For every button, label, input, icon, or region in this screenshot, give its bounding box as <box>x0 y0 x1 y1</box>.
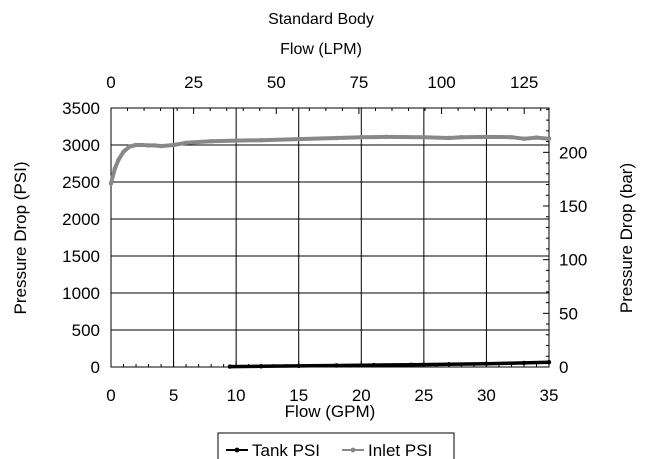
data-point-tank-psi <box>484 361 489 366</box>
data-point-tank-psi <box>521 360 527 366</box>
y-tick-label: 0 <box>91 358 100 377</box>
legend-marker-tank-psi <box>234 447 240 453</box>
data-point-inlet-psi <box>484 134 489 140</box>
x2-tick-label: 25 <box>184 73 203 92</box>
data-point-inlet-psi <box>233 138 239 143</box>
x-axis-label: Flow (GPM) <box>285 402 376 421</box>
x-tick-label: 35 <box>540 386 559 405</box>
data-point-tank-psi <box>227 364 233 369</box>
series-layer <box>108 134 552 369</box>
x-tick-label: 20 <box>352 386 371 405</box>
data-point-inlet-psi <box>108 181 114 186</box>
data-point-inlet-psi <box>446 135 452 141</box>
y-tick-label: 3000 <box>62 136 100 155</box>
data-point-tank-psi <box>296 363 301 369</box>
y-tick-label: 500 <box>72 321 100 340</box>
data-point-inlet-psi <box>127 144 132 149</box>
data-point-inlet-psi <box>140 142 145 148</box>
data-point-inlet-psi <box>208 139 214 144</box>
data-point-inlet-psi <box>296 136 301 142</box>
data-point-tank-psi <box>334 363 339 368</box>
x-tick-label: 30 <box>477 386 496 405</box>
y-tick-label: 1000 <box>62 284 100 303</box>
data-point-inlet-psi <box>183 140 189 145</box>
data-point-tank-psi <box>546 360 552 365</box>
tick-marks <box>110 107 550 368</box>
tick-labels: 0 5 10 15 20 25 30 350 25 50 75 100 1250500100015002… <box>62 73 587 405</box>
plot-area-frame <box>110 107 550 368</box>
data-point-tank-psi <box>446 362 452 367</box>
legend-label-tank-psi: Tank PSI <box>252 441 320 459</box>
data-point-inlet-psi <box>259 138 264 143</box>
y2-tick-label: 50 <box>559 304 578 323</box>
data-point-inlet-psi <box>509 135 514 140</box>
data-point-inlet-psi <box>384 134 389 140</box>
data-point-inlet-psi <box>459 135 464 140</box>
x-tick-label: 10 <box>227 386 246 405</box>
series-line-inlet-psi <box>109 134 551 186</box>
legend-label-inlet-psi: Inlet PSI <box>368 441 432 459</box>
data-point-inlet-psi <box>121 149 126 154</box>
data-point-tank-psi <box>371 362 376 368</box>
data-point-inlet-psi <box>146 143 151 148</box>
x2-tick-label: 125 <box>510 73 538 92</box>
legend: Tank PSI Inlet PSI <box>217 432 455 459</box>
x-tick-label: 15 <box>289 386 308 405</box>
data-point-inlet-psi <box>152 143 157 148</box>
data-point-inlet-psi <box>534 135 539 140</box>
legend-box <box>217 432 455 459</box>
data-point-inlet-psi <box>521 136 527 141</box>
y-tick-label: 3500 <box>62 99 100 118</box>
data-point-inlet-psi <box>158 143 164 149</box>
data-point-inlet-psi <box>171 142 176 148</box>
y2-tick-label: 200 <box>559 143 587 162</box>
x2-tick-label: 100 <box>427 73 455 92</box>
x2-tick-label: 0 <box>106 73 115 92</box>
legend-marker-inlet-psi <box>350 447 356 453</box>
data-point-inlet-psi <box>334 135 339 141</box>
series-line-tank-psi <box>228 360 551 369</box>
y2-tick-label: 150 <box>559 197 587 216</box>
x2-tick-label: 50 <box>267 73 286 92</box>
x-tick-label: 0 <box>106 386 115 405</box>
x2-tick-label: 75 <box>349 73 368 92</box>
y2-tick-label: 100 <box>559 251 587 270</box>
y2-tick-label: 0 <box>559 358 568 377</box>
data-point-inlet-psi <box>112 166 118 171</box>
data-point-tank-psi <box>409 362 414 367</box>
x-tick-label: 5 <box>169 386 178 405</box>
data-point-inlet-psi <box>546 136 552 141</box>
data-point-inlet-psi <box>133 142 139 148</box>
data-point-tank-psi <box>259 364 264 369</box>
data-point-inlet-psi <box>116 157 121 162</box>
top-x-axis-label: Flow (LPM) <box>280 41 362 58</box>
x-tick-label: 25 <box>414 386 433 405</box>
grid-lines <box>111 108 549 367</box>
right-y-axis-label: Pressure Drop (bar) <box>617 163 636 313</box>
data-point-inlet-psi <box>359 135 364 140</box>
y-axis-label: Pressure Drop (PSI) <box>11 161 30 314</box>
y-tick-label: 1500 <box>62 247 100 266</box>
chart-title: Standard Body <box>268 11 374 28</box>
data-point-inlet-psi <box>421 135 427 140</box>
y-tick-label: 2000 <box>62 210 100 229</box>
y-tick-label: 2500 <box>62 173 100 192</box>
